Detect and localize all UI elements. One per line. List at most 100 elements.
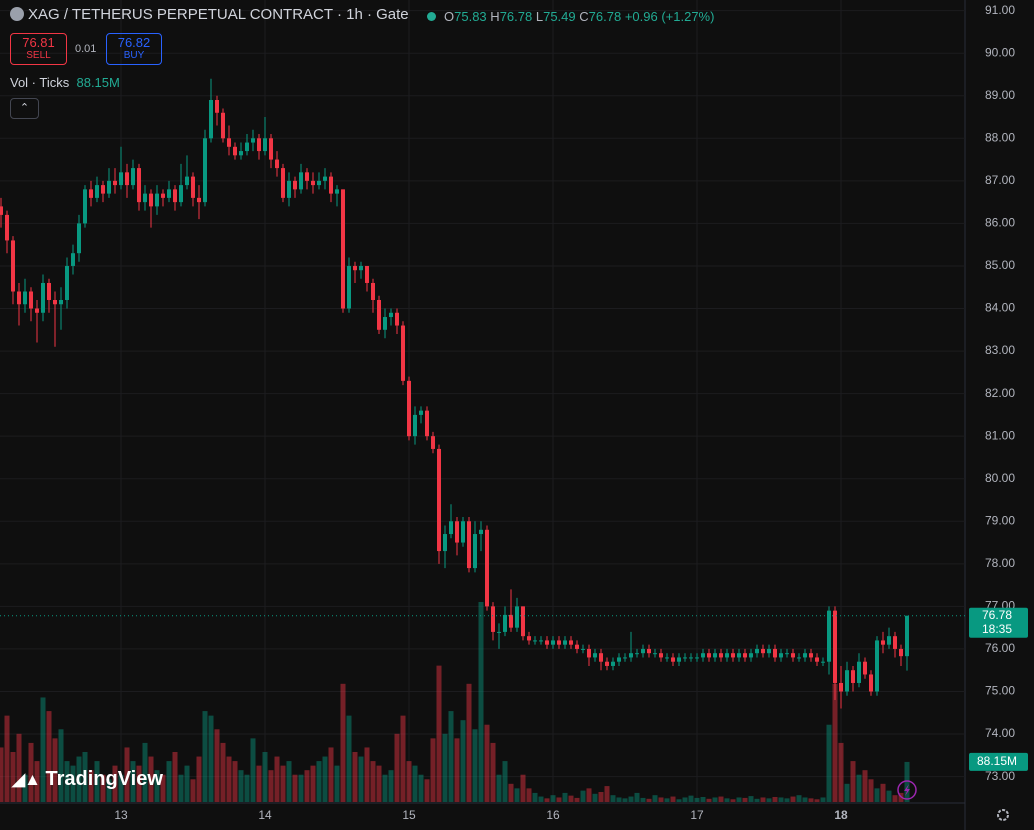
header: XAG / TETHERUS PERPETUAL CONTRACT · 1h ·…	[10, 6, 409, 23]
buy-button[interactable]: 76.82 BUY	[106, 33, 162, 65]
candle-body	[629, 653, 633, 658]
volume-bar	[160, 774, 166, 802]
candle-body	[359, 265, 363, 271]
candle-body	[821, 661, 825, 663]
candle-body	[797, 657, 801, 659]
candle-body	[431, 436, 435, 449]
candle-body	[791, 653, 795, 658]
volume-bar	[178, 774, 184, 802]
h-value: 76.78	[499, 9, 533, 24]
symbol-title[interactable]: XAG / TETHERUS PERPETUAL CONTRACT · 1h ·…	[28, 6, 409, 23]
candle-body	[635, 653, 639, 655]
candle-body	[83, 189, 87, 224]
candle-body	[95, 185, 99, 198]
volume-bar	[82, 752, 88, 802]
candle-body	[503, 614, 507, 632]
candle-body	[461, 521, 465, 543]
volume-bar	[778, 797, 784, 802]
sell-button[interactable]: 76.81 SELL	[10, 33, 67, 65]
candle-body	[713, 653, 717, 658]
o-value: 75.83	[454, 9, 487, 24]
candle-body	[257, 138, 261, 152]
volume-bar	[220, 742, 226, 802]
candle-body	[329, 176, 333, 194]
candle-body	[65, 265, 69, 300]
volume-bar	[892, 795, 898, 802]
candle-body	[617, 657, 621, 662]
l-value: 75.49	[543, 9, 576, 24]
volume-bar	[592, 793, 598, 802]
candle-body	[551, 640, 555, 645]
volume-bar	[562, 792, 568, 802]
candle-body	[23, 291, 27, 305]
volume-bar	[406, 761, 412, 802]
volume-bar	[328, 747, 334, 802]
candle-body	[221, 112, 225, 139]
candle-body	[317, 180, 321, 186]
volume-bar	[190, 779, 196, 802]
candle-body	[203, 138, 207, 203]
volume-bar	[214, 729, 220, 802]
volume-bar	[826, 724, 832, 802]
volume-bar	[454, 738, 460, 802]
h-label: H	[490, 9, 500, 24]
volume-bar	[796, 795, 802, 802]
indicator-value: 88.15M	[76, 75, 120, 90]
volume-bar	[154, 770, 160, 802]
candle-body	[239, 151, 243, 156]
buy-label: BUY	[123, 50, 145, 61]
collapse-button[interactable]: ⌃	[10, 98, 39, 119]
alert-button[interactable]	[897, 780, 917, 800]
brand-icon: ◢▲	[12, 770, 41, 789]
volume-bar	[598, 792, 604, 802]
volume-bar	[316, 761, 322, 802]
volume-bar	[334, 765, 340, 802]
volume-tag-label: 88.15M	[977, 754, 1017, 768]
candle-body	[209, 100, 213, 139]
candle-body	[479, 529, 483, 535]
candle-body	[341, 189, 345, 309]
candle-body	[563, 640, 567, 645]
candle-body	[293, 180, 297, 190]
settings-button[interactable]	[997, 809, 1009, 821]
volume-bar	[280, 765, 286, 802]
volume-bar	[586, 788, 592, 802]
volume-bar	[658, 797, 664, 802]
volume-bar	[112, 765, 118, 802]
volume-bar	[22, 774, 28, 802]
volume-bar	[460, 720, 466, 802]
candle-body	[287, 180, 291, 198]
volume-bar	[298, 774, 304, 802]
volume-bar	[382, 774, 388, 802]
volume-bar	[448, 711, 454, 802]
l-label: L	[535, 9, 544, 24]
candle-body	[905, 615, 909, 657]
candle-body	[323, 176, 327, 181]
candle-body	[407, 380, 411, 437]
volume-bar	[772, 797, 778, 802]
volume-bar	[394, 733, 400, 802]
candle-body	[131, 168, 135, 186]
indicator-name[interactable]: Vol · Ticks	[10, 75, 70, 90]
candle-body	[419, 410, 423, 415]
x-tick-label: 13	[114, 808, 128, 822]
y-tick-label: 87.00	[985, 173, 1015, 187]
candle-body	[71, 253, 75, 266]
volume-bar	[514, 788, 520, 802]
candle-body	[443, 534, 447, 552]
candle-body	[587, 648, 591, 658]
volume-bar	[70, 765, 76, 802]
volume-legend: Vol · Ticks 88.15M	[10, 75, 120, 90]
volume-bar	[520, 774, 526, 802]
candle-body	[41, 282, 45, 313]
candle-body	[893, 636, 897, 649]
candle-body	[695, 657, 699, 659]
volume-bar	[118, 774, 124, 802]
x-tick-label: 15	[402, 808, 416, 822]
candle-body	[305, 172, 309, 181]
y-tick-label: 81.00	[985, 428, 1015, 442]
candle-body	[671, 657, 675, 662]
candle-body	[707, 653, 711, 658]
alert-circle	[897, 780, 917, 800]
